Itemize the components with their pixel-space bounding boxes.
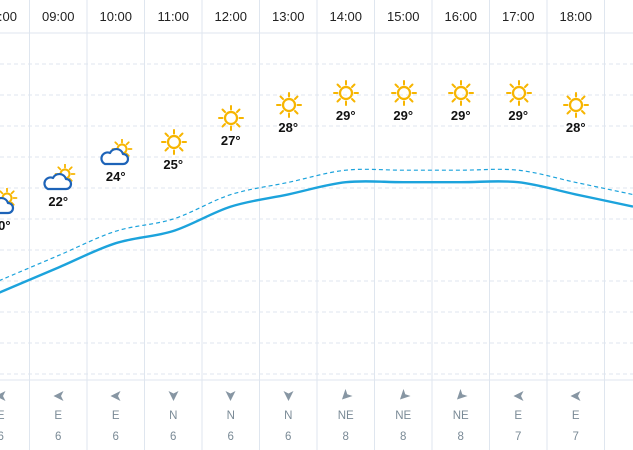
arrow-down-icon <box>145 389 202 403</box>
sun-icon <box>559 90 593 120</box>
wind-speed: 8 <box>400 431 407 443</box>
sun-icon <box>387 78 421 108</box>
wind-speed: 6 <box>112 431 119 443</box>
temperature-label: 28° <box>278 120 299 136</box>
temperature-label: 27° <box>220 132 241 148</box>
arrow-left-icon <box>0 389 29 403</box>
wind-speed: 6 <box>285 431 292 443</box>
hour-label: 11:00 <box>157 9 190 24</box>
temperature-label: 29° <box>393 108 414 124</box>
sun-icon <box>444 78 478 108</box>
wind-direction: NE <box>337 410 354 422</box>
arrow-down-icon <box>202 389 259 403</box>
wind-direction: E <box>111 410 120 422</box>
wind-direction: NE <box>395 410 412 422</box>
wind-speed: 7 <box>515 431 522 443</box>
arrow-down-left-icon <box>317 388 374 403</box>
wind-speed: 8 <box>457 431 464 443</box>
partly-cloudy-icon <box>42 163 76 194</box>
temperature-dashed-line <box>0 168 633 281</box>
hour-label: 18:00 <box>559 9 593 24</box>
arrow-down-left-icon <box>432 388 489 403</box>
arrow-left-icon <box>87 389 144 403</box>
temperature-label: 20° <box>0 218 11 233</box>
temperature-label: 29° <box>450 108 471 124</box>
hour-label: 16:00 <box>444 9 478 24</box>
wind-speed: 6 <box>170 431 177 443</box>
sun-icon <box>329 78 363 108</box>
temperature-label: 25° <box>163 157 184 172</box>
wind-direction: E <box>514 410 523 422</box>
hour-label: 10:00 <box>99 9 133 24</box>
wind-direction: N <box>226 410 235 422</box>
wind-info: NE 8 <box>432 383 489 450</box>
sun-icon <box>157 127 191 157</box>
temperature-label: 22° <box>48 193 69 209</box>
arrow-down-icon <box>260 389 317 403</box>
hour-column[interactable]: 14:00 29° NE 8 <box>317 0 374 450</box>
sun-icon <box>214 103 248 133</box>
wind-info: NE 8 <box>317 383 374 450</box>
wind-direction: E <box>571 410 580 422</box>
hour-label: 15:00 <box>386 9 420 24</box>
wind-direction: E <box>54 410 63 422</box>
hour-label: 08:00 <box>0 9 18 24</box>
temperature-label: 24° <box>105 169 126 185</box>
partly-cloudy-icon <box>99 138 133 169</box>
wind-direction: E <box>0 410 5 422</box>
arrow-left-icon <box>30 389 87 403</box>
arrow-left-icon <box>490 389 547 403</box>
wind-speed: 6 <box>55 431 62 443</box>
wind-direction: N <box>284 410 293 422</box>
hour-label: 14:00 <box>329 9 363 24</box>
sun-icon <box>272 90 306 120</box>
wind-speed: 8 <box>342 431 349 443</box>
wind-speed: 7 <box>572 431 579 443</box>
hour-label: 12:00 <box>214 9 248 24</box>
wind-speed: 6 <box>227 431 234 443</box>
temperature-label: 29° <box>508 108 529 124</box>
temperature-line <box>0 180 633 294</box>
partly-cloudy-icon <box>0 187 18 218</box>
hour-label: 09:00 <box>41 9 75 24</box>
temperature-label: 29° <box>335 108 356 124</box>
wind-speed: 6 <box>0 431 4 443</box>
wind-direction: NE <box>452 410 469 422</box>
hour-column[interactable]: 15:00 29° NE 8 <box>375 0 432 450</box>
arrow-down-left-icon <box>375 388 432 403</box>
temperature-label: 28° <box>565 120 586 136</box>
hour-label: 17:00 <box>501 9 535 24</box>
hour-column[interactable]: 08:00 20° E6 <box>0 0 29 450</box>
hour-label: 13:00 <box>271 9 305 24</box>
wind-direction: N <box>169 410 178 422</box>
arrow-left-icon <box>547 389 604 403</box>
hour-column[interactable]: 16:00 29° NE 8 <box>432 0 489 450</box>
wind-info: NE 8 <box>375 383 432 450</box>
sun-icon <box>502 78 536 108</box>
